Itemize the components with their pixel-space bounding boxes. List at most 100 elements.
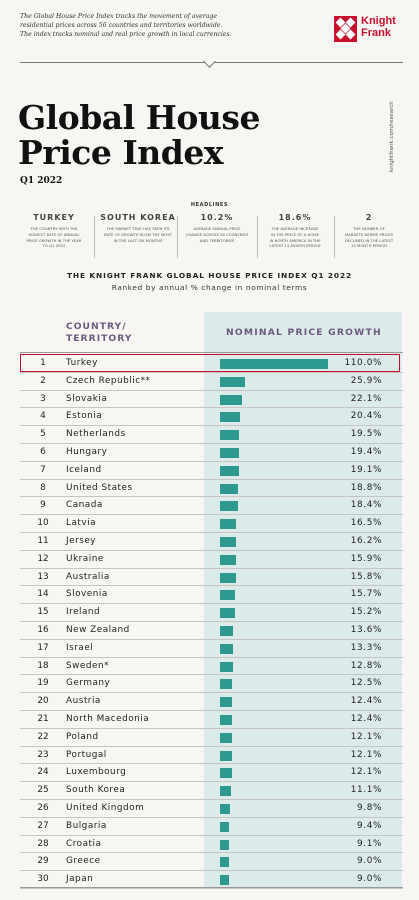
bar	[220, 537, 236, 547]
headline-desc-line: HIGHEST RATE OF ANNUAL	[28, 231, 80, 237]
bar	[220, 608, 235, 619]
table-row: 9 Canada 18.4%	[20, 497, 403, 516]
country-label: United Kingdom	[66, 803, 145, 813]
row-divider	[20, 692, 403, 694]
value-label: 13.6%	[350, 625, 382, 635]
row-divider	[20, 870, 403, 872]
page-title: Global House Price Index	[18, 100, 260, 170]
row-divider	[20, 460, 403, 462]
logo-line-2: Frank	[361, 27, 391, 39]
bar	[220, 679, 233, 690]
headline-desc-line: RATE OF GROWTH SLOW THE MOST	[104, 231, 172, 237]
table-row: 2 Czech Republic** 25.9%	[20, 373, 403, 391]
bar	[220, 465, 239, 476]
headline-value: 10.2%	[200, 213, 234, 222]
headline-item: 10.2% AVERAGE ANNUAL PRICE CHANGE ACROSS…	[181, 212, 253, 262]
logo-text: Knight Frank	[361, 15, 396, 39]
chevron-down-icon	[203, 55, 216, 68]
bar	[220, 839, 229, 850]
headline-item: 2 THE NUMBER OF MARKETS WHERE PRICES DEC…	[338, 212, 400, 262]
row-divider	[20, 709, 403, 711]
headline-desc-line: AND TERRITORIES	[199, 237, 235, 243]
headline-desc: THE AVERAGE INCREASE IN THE PRICE OF A H…	[261, 226, 329, 249]
value-label: 12.1%	[350, 749, 382, 760]
headline-desc-line: THE AVERAGE INCREASE	[271, 226, 319, 231]
value-label: 12.4%	[350, 696, 382, 707]
table-row: 30 Japan 9.0%	[20, 871, 403, 889]
row-divider	[20, 816, 403, 818]
rank-label: 2	[40, 375, 46, 386]
headline-desc-line: MARKETS WHERE PRICES	[344, 231, 394, 237]
value-label: 25.9%	[350, 375, 382, 386]
value-label: 13.3%	[350, 642, 382, 653]
row-divider	[20, 852, 403, 854]
country-label: Luxembourg	[66, 767, 127, 778]
country-label: Greece	[66, 856, 101, 867]
headline-desc-line: PRICE GROWTH IN THE YEAR	[26, 237, 82, 243]
page-subtitle: Q1 2022	[20, 176, 63, 186]
headline-value: TURKEY	[33, 213, 75, 222]
value-label: 9.4%	[357, 820, 382, 831]
headline-desc-line: THE NUMBER OF	[353, 226, 385, 231]
table-row: 13 Australia 15.8%	[20, 569, 403, 587]
value-label: 15.7%	[350, 589, 382, 600]
rank-label: 17	[37, 642, 49, 653]
headlines-heading: HEADLINES	[190, 202, 229, 208]
column-header-growth: NOMINAL PRICE GROWTH	[226, 327, 382, 338]
country-label: Czech Republic**	[66, 375, 151, 386]
title-line-2: Price Index	[18, 133, 223, 172]
rank-label: 26	[37, 803, 49, 813]
table-row: 11 Jersey 16.2%	[20, 533, 403, 551]
table-row: 27 Bulgaria 9.4%	[20, 818, 403, 836]
value-label: 20.4%	[350, 411, 382, 422]
highlight-box	[20, 354, 400, 372]
row-divider	[20, 514, 403, 516]
bar	[220, 697, 233, 708]
country-label: South Korea	[66, 785, 126, 796]
row-divider	[20, 798, 403, 800]
country-label: Slovakia	[66, 393, 108, 404]
table-row: 3 Slovakia 22.1%	[20, 391, 403, 409]
rank-label: 19	[37, 678, 49, 689]
country-label: Bulgaria	[66, 820, 107, 831]
row-divider	[20, 656, 403, 658]
bar	[220, 732, 232, 743]
column-header-country: COUNTRY/ TERRITORY	[66, 321, 132, 345]
bar	[220, 875, 229, 886]
country-label: Poland	[66, 731, 99, 742]
table-row: 6 Hungary 19.4%	[20, 444, 403, 462]
rank-label: 12	[37, 553, 49, 564]
bar	[220, 804, 230, 814]
table-row: 16 New Zealand 13.6%	[20, 622, 403, 640]
logo-mark-icon	[334, 16, 357, 42]
row-divider	[20, 549, 403, 551]
country-label: Slovenia	[66, 589, 108, 600]
headline-divider	[177, 216, 178, 258]
row-divider	[20, 585, 403, 587]
rank-label: 21	[37, 714, 49, 724]
table-row: 12 Ukraine 15.9%	[20, 551, 403, 569]
bar	[220, 626, 234, 636]
country-label: Estonia	[66, 411, 103, 422]
bar	[220, 430, 240, 441]
rank-label: 6	[40, 447, 46, 457]
logo-line-1: Knight	[361, 15, 396, 27]
bar	[220, 750, 232, 761]
rank-label: 25	[37, 785, 49, 796]
row-divider	[20, 496, 403, 498]
bar	[220, 590, 236, 601]
headline-desc-line: THE MARKET THAT HAS SEEN ITS	[106, 226, 170, 231]
rank-label: 22	[37, 731, 49, 742]
headline-desc: THE MARKET THAT HAS SEEN ITS RATE OF GRO…	[98, 226, 178, 243]
table-row: 25 South Korea 11.1%	[20, 782, 403, 800]
value-label: 18.8%	[350, 482, 382, 493]
vertical-url: knightfrank.com/research	[389, 98, 399, 172]
knight-frank-logo: Knight Frank	[334, 14, 402, 48]
title-line-1: Global House	[18, 98, 260, 137]
headline-desc-line: CHANGE ACROSS 56 COUNTRIES	[185, 231, 249, 237]
value-label: 15.8%	[350, 571, 382, 582]
row-divider	[20, 674, 403, 676]
row-divider	[20, 603, 403, 605]
bar	[220, 857, 229, 868]
bar	[220, 786, 231, 797]
